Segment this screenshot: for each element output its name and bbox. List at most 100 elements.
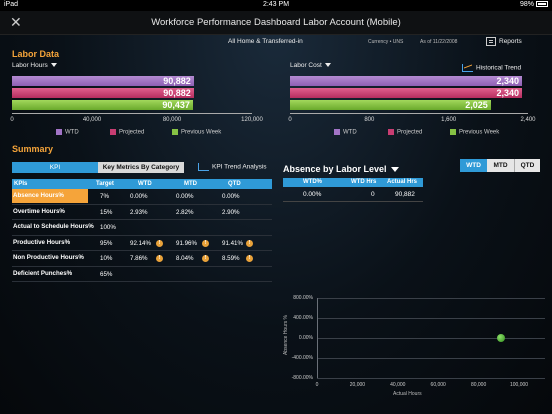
labor-cost-bar-value: 2,340 bbox=[496, 88, 520, 98]
kpi-name: Non Productive Hours% bbox=[13, 254, 84, 261]
battery-percent: 98% bbox=[519, 1, 534, 8]
labor-hours-tick-label: 80,000 bbox=[162, 117, 182, 123]
cell-actual-hrs: 90,882 bbox=[395, 191, 415, 198]
kpi-target-value: 95% bbox=[100, 239, 113, 247]
kpi-wtd-value: 92.14% bbox=[130, 239, 151, 247]
table-row[interactable]: Overtime Hours% 15% 2.93% 2.82% 2.90% bbox=[12, 205, 272, 220]
tab-kpi[interactable]: KPI bbox=[12, 162, 98, 173]
page-title: Workforce Performance Dashboard Labor Ac… bbox=[151, 17, 401, 28]
labor-hours-tick-label: 0 bbox=[10, 117, 14, 123]
col-wtd-pct: WTD% bbox=[303, 179, 322, 185]
warning-icon: ! bbox=[202, 255, 209, 262]
scatter-y-tick: 0.00% bbox=[298, 335, 313, 341]
labor-cost-legend-label: Projected bbox=[397, 129, 423, 136]
labor-hours-bar-wtd[interactable]: 90,882 bbox=[12, 76, 194, 86]
scatter-x-tick: 0 bbox=[315, 382, 319, 388]
as-of-value: 11/22/2008 bbox=[432, 39, 458, 45]
absence-title: Absence by Labor Level bbox=[283, 164, 387, 174]
reports-button[interactable]: Reports bbox=[486, 37, 522, 46]
scatter-y-tick: -800.00% bbox=[291, 375, 313, 381]
table-row[interactable]: Actual to Schedule Hours% 100% bbox=[12, 220, 272, 236]
kpi-qtd-value: 91.41% bbox=[222, 239, 243, 247]
warning-icon: ! bbox=[246, 239, 253, 247]
absence-dropdown[interactable]: Absence by Labor Level bbox=[283, 164, 399, 174]
labor-hours-dropdown[interactable]: Labor Hours bbox=[12, 62, 57, 69]
labor-cost-legend-item: WTD bbox=[334, 129, 357, 136]
reports-label: Reports bbox=[499, 38, 522, 46]
col-wtd: WTD bbox=[138, 181, 152, 187]
kpi-mtd-value: 2.82% bbox=[176, 208, 194, 216]
labor-hours-legend-item: Previous Week bbox=[172, 129, 221, 136]
kpi-mtd-value: 91.96% bbox=[176, 239, 197, 247]
kpi-wtd-value: 7.86% bbox=[130, 255, 148, 262]
historical-trend-button[interactable]: Historical Trend bbox=[462, 64, 521, 72]
labor-hours-label: Labor Hours bbox=[12, 62, 48, 69]
table-row[interactable]: 0.00% 0 90,882 bbox=[283, 187, 423, 202]
close-icon[interactable]: ✕ bbox=[10, 14, 22, 30]
scatter-x-tick: 60,000 bbox=[430, 382, 446, 388]
labor-cost-bar-prev[interactable]: 2,025 bbox=[290, 100, 491, 110]
scatter-x-tick: 20,000 bbox=[349, 382, 366, 388]
scatter-y-tick: 800.00% bbox=[293, 295, 313, 301]
kpi-wtd-value: 0.00% bbox=[130, 193, 148, 200]
labor-hours-bar-value: 90,882 bbox=[163, 88, 191, 98]
kpi-name: Productive Hours% bbox=[13, 238, 71, 246]
labor-hours-legend-label: Previous Week bbox=[181, 129, 222, 136]
cell-wtd-hrs: 0 bbox=[371, 191, 375, 198]
labor-cost-label: Labor Cost bbox=[290, 62, 322, 69]
segment-wtd[interactable]: WTD bbox=[460, 159, 487, 172]
tab-key-metrics[interactable]: Key Metrics By Category bbox=[98, 162, 184, 173]
absence-scatter-chart: Absence Hours % Actual Hours 800.00% 400.… bbox=[283, 295, 545, 400]
scatter-y-axis bbox=[317, 298, 318, 378]
scatter-gridline bbox=[317, 338, 545, 339]
labor-cost-legend-item: Previous Week bbox=[450, 129, 499, 136]
labor-cost-legend-label: Previous Week bbox=[459, 129, 500, 136]
kpi-target-value: 100% bbox=[100, 224, 116, 231]
scatter-point[interactable] bbox=[496, 334, 505, 342]
labor-hours-legend-swatch bbox=[110, 129, 116, 135]
labor-cost-bar-value: 2,340 bbox=[496, 76, 520, 86]
table-row[interactable]: Productive Hours% 95% 92.14% 91.96% 91.41%!!… bbox=[12, 236, 272, 251]
historical-trend-label: Historical Trend bbox=[476, 64, 522, 72]
table-row[interactable]: Absence Hours% 7% 0.00% 0.00% 0.00% bbox=[12, 189, 272, 205]
segment-qtd[interactable]: QTD bbox=[514, 159, 540, 172]
absence-table-header: WTD% WTD Hrs Actual Hrs bbox=[283, 178, 423, 187]
summary-tabs: KPI Key Metrics By Category bbox=[12, 162, 272, 173]
table-row[interactable]: Non Productive Hours% 10% 7.86% 8.04% 8.59%!… bbox=[12, 251, 272, 267]
labor-cost-tick-label: 2,400 bbox=[520, 117, 536, 123]
labor-hours-legend-item: Projected bbox=[110, 129, 144, 136]
kpi-qtd-value: 0.00% bbox=[222, 193, 240, 200]
as-of-label: As of bbox=[420, 39, 432, 45]
labor-hours-bar-proj[interactable]: 90,882 bbox=[12, 88, 194, 98]
kpi-qtd-value: 2.90% bbox=[222, 208, 240, 216]
currency-label: Currency • UNS bbox=[368, 39, 404, 45]
labor-cost-bar-proj[interactable]: 2,340 bbox=[290, 88, 523, 98]
kpi-trend-label: KPI Trend Analysis bbox=[212, 163, 267, 171]
col-mtd: MTD bbox=[184, 181, 197, 187]
scope-filter[interactable]: All Home & Transferred-in bbox=[228, 38, 303, 45]
col-qtd: QTD bbox=[228, 181, 241, 187]
labor-hours-bar-prev[interactable]: 90,437 bbox=[12, 100, 193, 110]
segment-mtd[interactable]: MTD bbox=[487, 159, 514, 172]
trend-chart-icon bbox=[462, 64, 473, 72]
labor-hours-legend-swatch bbox=[56, 129, 62, 135]
labor-cost-legend-label: WTD bbox=[343, 129, 357, 136]
chevron-down-icon bbox=[50, 63, 57, 68]
col-kpis: KPIs bbox=[14, 181, 28, 187]
kpi-name: Deficient Punches% bbox=[13, 269, 73, 277]
title-bar: ✕ Workforce Performance Dashboard Labor … bbox=[0, 11, 552, 35]
labor-cost-dropdown[interactable]: Labor Cost bbox=[290, 62, 331, 69]
labor-cost-bar-wtd[interactable]: 2,340 bbox=[290, 76, 523, 86]
chevron-down-icon bbox=[324, 63, 331, 68]
trend-chart-icon bbox=[198, 163, 209, 171]
table-row[interactable]: Deficient Punches% 65% bbox=[12, 267, 272, 282]
kpi-name: Absence Hours% bbox=[12, 189, 88, 203]
labor-cost-bar-value: 2,025 bbox=[465, 100, 488, 110]
kpi-target-value: 15% bbox=[100, 208, 113, 216]
labor-hours-tick-label: 40,000 bbox=[82, 117, 102, 123]
kpi-trend-button[interactable]: KPI Trend Analysis bbox=[198, 163, 267, 171]
dashboard-body: All Home & Transferred-in Currency • UNS… bbox=[0, 35, 552, 414]
kpi-target-value: 7% bbox=[100, 193, 109, 200]
as-of-date: As of 11/22/2008 bbox=[420, 39, 457, 45]
filter-line: All Home & Transferred-in Currency • UNS… bbox=[0, 38, 552, 50]
